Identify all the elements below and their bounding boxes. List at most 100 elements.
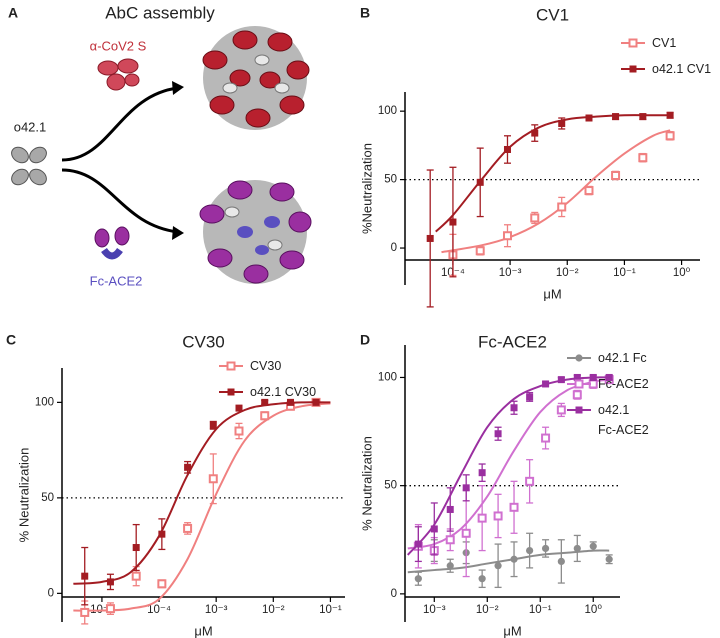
marker: [574, 379, 584, 389]
y-tick-label: 0: [48, 587, 54, 599]
marker: [584, 186, 594, 196]
x-tick-label: 10⁻²: [556, 267, 579, 279]
marker: [572, 390, 582, 400]
legend-swatch: [621, 38, 645, 48]
marker: [461, 528, 471, 538]
legend-swatch: [567, 379, 591, 389]
marker: [209, 421, 217, 429]
marker: [589, 542, 597, 550]
marker: [638, 153, 648, 163]
scaffold-icon: [11, 146, 47, 186]
x-tick-label: 10⁰: [585, 604, 603, 616]
x-axis-label: μM: [503, 623, 521, 638]
marker: [557, 376, 565, 384]
legend-label: CV1: [652, 36, 677, 50]
marker: [605, 555, 613, 563]
marker: [475, 246, 485, 256]
x-tick-label: 10⁻³: [499, 267, 522, 279]
legend-item: CV1: [620, 33, 711, 53]
panel-title: AbC assembly: [105, 3, 215, 22]
marker: [542, 380, 550, 388]
x-tick-label: 10⁻⁴: [147, 604, 171, 616]
fit-curve: [73, 401, 331, 585]
y-tick-label: 50: [41, 492, 54, 504]
marker: [510, 555, 518, 563]
marker: [446, 505, 454, 513]
x-tick-label: 10⁻¹: [613, 267, 636, 279]
chart-title: CV1: [536, 5, 569, 24]
x-tick-label: 10⁻³: [205, 604, 228, 616]
legend-item: o42.1 CV1: [620, 59, 711, 79]
marker: [414, 575, 422, 583]
marker: [132, 544, 140, 552]
marker: [557, 557, 565, 566]
marker: [639, 113, 647, 121]
receptor-assembly: [199, 180, 312, 284]
chart-title: Fc-ACE2: [478, 332, 547, 351]
y-tick-label: 0: [391, 242, 397, 254]
legend: CV30 o42.1 CV30: [218, 356, 316, 408]
marker: [531, 129, 539, 137]
marker: [573, 373, 581, 381]
marker: [235, 404, 243, 412]
legend-swatch: [567, 406, 591, 414]
marker: [629, 65, 637, 73]
panel-label: B: [360, 5, 370, 21]
legend-item: o42.1 Fc: [566, 348, 649, 368]
marker: [503, 145, 511, 153]
marker: [575, 354, 583, 362]
marker: [612, 113, 620, 121]
marker: [208, 474, 218, 484]
y-tick-label: 100: [378, 105, 397, 117]
y-tick-label: 100: [378, 371, 397, 383]
legend-item: CV30: [218, 356, 316, 376]
x-tick-label: 10⁻³: [423, 604, 446, 616]
marker: [525, 476, 535, 486]
legend-label: o42.1 CV1: [652, 62, 712, 76]
x-tick-label: 10⁻²: [262, 604, 285, 616]
marker: [80, 607, 90, 617]
marker: [477, 513, 487, 523]
marker: [589, 373, 597, 381]
fit-curve: [441, 129, 671, 254]
legend-swatch: [219, 388, 243, 396]
marker: [105, 604, 115, 614]
antibody-icon: [97, 58, 140, 91]
x-axis-label: μM: [194, 623, 212, 638]
marker: [494, 430, 502, 438]
marker: [476, 178, 484, 186]
marker: [286, 398, 294, 406]
marker: [234, 426, 244, 436]
marker: [183, 523, 193, 533]
receptor-icon: [94, 226, 130, 260]
receptor-label: Fc-ACE2: [90, 273, 143, 288]
x-axis-label: μM: [543, 286, 561, 301]
y-tick-label: 100: [35, 396, 54, 408]
marker: [312, 398, 320, 406]
legend-swatch: [621, 65, 645, 73]
legend-item: o42.1 Fc-ACE2: [566, 400, 649, 440]
marker: [430, 525, 438, 533]
panel-label: C: [6, 332, 16, 348]
scaffold-label: o42.1: [14, 119, 47, 134]
legend-label: o42.1 Fc-ACE2: [598, 403, 649, 437]
legend-label: o42.1 CV30: [250, 385, 317, 399]
marker: [478, 469, 486, 477]
legend-swatch: [567, 354, 591, 362]
marker: [502, 231, 512, 241]
y-axis-label: % Neutralization: [16, 448, 31, 543]
marker: [575, 406, 583, 414]
panel-label: D: [360, 332, 370, 348]
x-tick-label: 10⁻²: [476, 604, 499, 616]
y-tick-label: 50: [384, 480, 397, 492]
panel-label: A: [8, 5, 18, 21]
marker: [157, 579, 167, 589]
marker: [541, 544, 550, 553]
legend-label: o42.1 Fc: [598, 351, 647, 365]
marker: [414, 540, 422, 548]
marker: [260, 411, 270, 421]
